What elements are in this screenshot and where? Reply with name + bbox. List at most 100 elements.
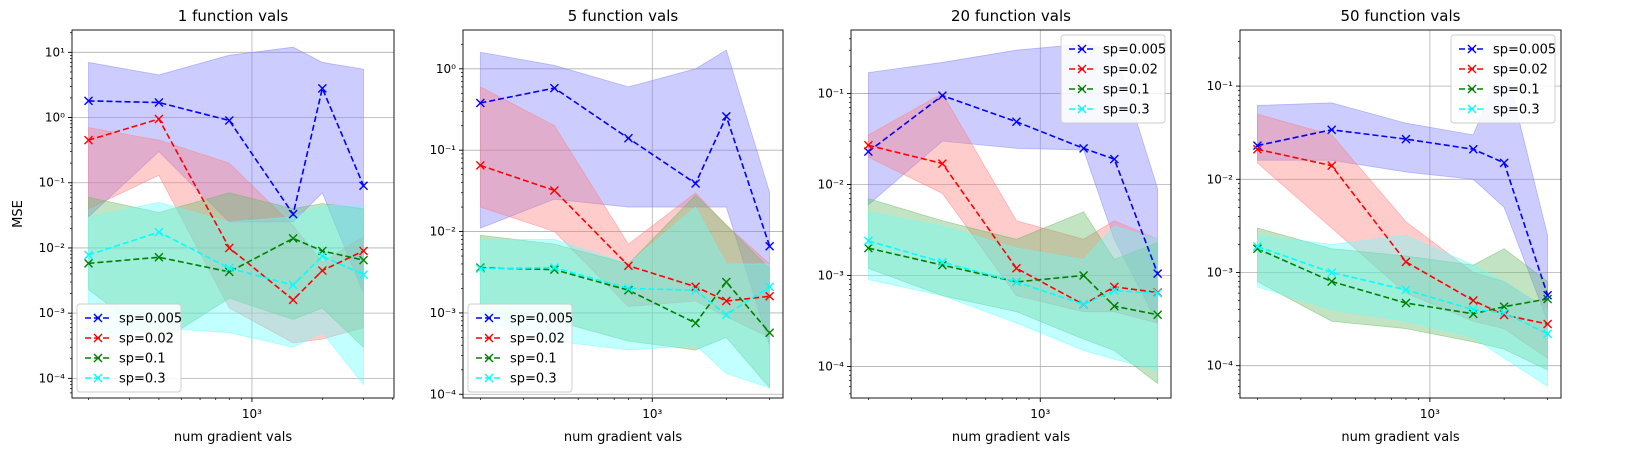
subplot-2: 10⁻⁴ 10⁻³ 10⁻² 10⁻¹ 10⁰ 10³ 5 function vals num…: [430, 7, 784, 445]
data-point: [1499, 158, 1509, 168]
data-point: [863, 140, 873, 150]
legend-label: sp=0.005: [1493, 43, 1556, 58]
data-point: [549, 263, 559, 273]
legend-marker: [93, 373, 103, 383]
data-point: [549, 185, 559, 195]
data-point: [1079, 271, 1089, 280]
subplot-3: 10⁻⁴ 10⁻³ 10⁻² 10⁻¹ 10³ 20 function vals num g…: [818, 7, 1172, 445]
series-line-sp=0.1: [868, 247, 1158, 316]
y-tick-label: 10⁻⁴: [818, 359, 845, 373]
legend: sp=0.005 sp=0.02 sp=0.1 sp=0.3: [1450, 34, 1556, 124]
data-point: [1543, 294, 1553, 304]
subplot-4: 10⁻⁴ 10⁻³ 10⁻² 10⁻¹ 10³ 50 function vals num g…: [1207, 7, 1562, 445]
data-point: [1011, 263, 1021, 273]
data-point: [288, 233, 298, 243]
data-point: [1468, 296, 1478, 306]
chart-title: 20 function vals: [951, 7, 1071, 25]
legend-marker: [484, 373, 494, 383]
data-point: [84, 250, 93, 260]
data-point: [359, 255, 369, 265]
y-tick-label: 10⁻³: [430, 306, 457, 320]
data-point: [1153, 269, 1163, 279]
x-axis-label: num gradient vals: [564, 430, 682, 445]
series-line-sp=0.02: [480, 164, 770, 302]
data-point: [937, 159, 947, 169]
legend-item: sp=0.1: [1459, 83, 1540, 98]
legend-label: sp=0.02: [510, 332, 565, 347]
series-line-sp=0.3: [480, 266, 771, 316]
data-point: [1011, 117, 1021, 127]
data-point: [623, 283, 633, 293]
data-point: [1153, 310, 1163, 320]
data-point: [317, 266, 327, 276]
y-tick-label: 10⁻¹: [39, 176, 66, 190]
y-tick-label: 10⁻²: [39, 241, 66, 255]
legend-label: sp=0.1: [1493, 83, 1540, 98]
legend-label: sp=0.3: [510, 372, 557, 387]
x-axis-label: num gradient vals: [1341, 430, 1459, 445]
data-point: [721, 111, 731, 121]
chart-title: 50 function vals: [1341, 7, 1461, 25]
legend-label: sp=0.02: [119, 332, 174, 347]
data-point: [863, 236, 873, 246]
data-point: [1109, 154, 1119, 164]
plot-area: [475, 49, 775, 389]
data-point: [691, 178, 701, 188]
series-line-sp=0.005: [867, 94, 1159, 274]
legend-item: sp=0.3: [1459, 103, 1540, 118]
legend-item: sp=0.3: [1069, 103, 1150, 118]
legend: sp=0.005 sp=0.02 sp=0.1 sp=0.3: [1060, 34, 1166, 124]
legend-item: sp=0.1: [1069, 83, 1150, 98]
y-tick-label: 10⁻³: [818, 268, 845, 282]
data-point: [154, 252, 164, 262]
legend-marker: [1467, 44, 1477, 54]
legend-item: sp=0.02: [1069, 63, 1158, 78]
data-point: [1468, 309, 1478, 319]
data-point: [549, 83, 559, 93]
legend-item: sp=0.02: [476, 332, 565, 347]
data-point: [1401, 134, 1411, 144]
plot-area: [1252, 58, 1553, 388]
data-point: [224, 243, 234, 253]
data-point: [765, 328, 775, 338]
legend-box: [467, 303, 573, 393]
x-tick-label: 10³: [642, 407, 662, 421]
legend-label: sp=0.02: [1103, 63, 1158, 78]
data-point: [721, 310, 731, 320]
y-tick-label: 10⁻¹: [1207, 79, 1234, 93]
data-point: [1079, 143, 1089, 153]
legend: sp=0.005 sp=0.02 sp=0.1 sp=0.3: [467, 303, 573, 393]
series-line-sp=0.1: [88, 237, 364, 273]
legend-marker: [1467, 104, 1477, 114]
data-point: [1109, 286, 1119, 296]
data-point: [288, 295, 298, 305]
data-point: [691, 285, 701, 295]
legend-item: sp=0.005: [85, 312, 182, 327]
series-line-sp=0.02: [868, 144, 1158, 306]
legend-item: sp=0.02: [1459, 63, 1548, 78]
legend: sp=0.005 sp=0.02 sp=0.1 sp=0.3: [76, 303, 182, 393]
data-point: [623, 133, 633, 143]
legend-label: sp=0.005: [1103, 43, 1166, 58]
y-tick-label: 10⁻⁴: [1207, 359, 1234, 373]
y-tick-label: 10⁻²: [818, 178, 845, 192]
legend-marker: [1077, 44, 1087, 54]
y-tick-label: 10⁻¹: [430, 143, 457, 157]
series-line-sp=0.1: [1257, 247, 1548, 315]
legend-label: sp=0.005: [119, 312, 182, 327]
legend-item: sp=0.3: [85, 372, 166, 387]
data-point: [288, 280, 298, 290]
x-axis-label: num gradient vals: [174, 430, 292, 445]
confidence-band-sp=0.3: [867, 211, 1159, 372]
data-point: [1327, 267, 1337, 277]
data-point: [1109, 282, 1119, 292]
data-point: [1468, 305, 1478, 315]
y-axis-label: MSE: [11, 200, 26, 228]
data-point: [721, 296, 731, 306]
series-line-sp=0.3: [868, 240, 1158, 306]
data-point: [1327, 161, 1337, 171]
legend-item: sp=0.1: [85, 352, 166, 367]
data-point: [154, 114, 164, 124]
data-point: [154, 98, 164, 108]
